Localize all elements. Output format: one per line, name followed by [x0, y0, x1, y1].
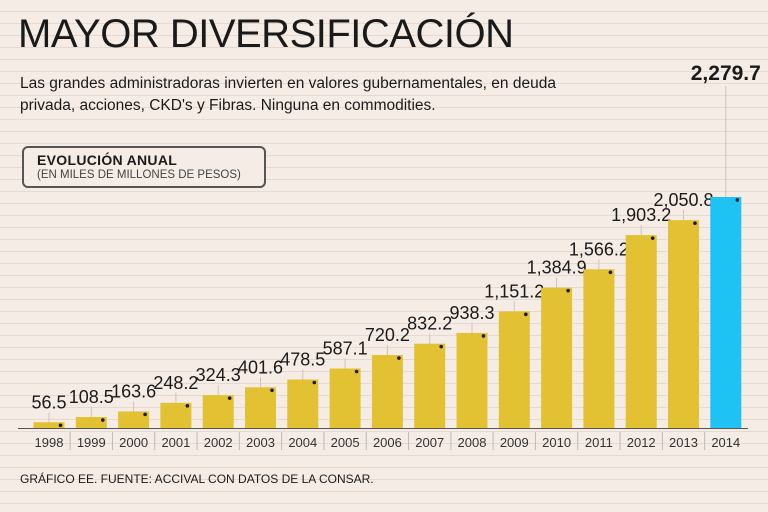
- bar-marker-2000: [143, 412, 147, 417]
- unit-legend-box: EVOLUCIÓN ANUAL (EN MILES DE MILLONES DE…: [22, 146, 266, 188]
- value-label-2013: 2,050.8: [653, 190, 713, 210]
- value-label-2001: 248.2: [153, 373, 198, 393]
- bar-marker-2014: [735, 198, 740, 202]
- x-tick-2003: 2003: [246, 435, 275, 450]
- x-tick-2002: 2002: [204, 435, 233, 450]
- bar-1998: [33, 422, 65, 428]
- value-label-2010: 1,384.9: [527, 258, 587, 278]
- value-label-2014: 2,279.7: [691, 62, 761, 85]
- bar-2013: [668, 220, 699, 428]
- bar-2003: [245, 387, 276, 428]
- bar-2011: [583, 269, 615, 428]
- value-label-2002: 324.3: [196, 365, 241, 385]
- x-tick-2008: 2008: [458, 435, 487, 450]
- x-tick-2012: 2012: [627, 435, 656, 450]
- value-label-2004: 478.5: [280, 350, 325, 370]
- unit-box-subtitle: (EN MILES DE MILLONES DE PESOS): [37, 169, 241, 181]
- bar-2009: [498, 311, 530, 428]
- bar-marker-2004: [312, 380, 317, 385]
- bar-marker-2012: [650, 236, 655, 240]
- value-label-2012: 1,903.2: [611, 205, 671, 225]
- bar-2005: [329, 368, 361, 428]
- x-tick-2007: 2007: [415, 435, 444, 450]
- bar-marker-2007: [439, 344, 444, 349]
- x-tick-2009: 2009: [500, 435, 529, 450]
- bar-2010: [541, 287, 573, 428]
- bar-2002: [202, 395, 234, 428]
- x-tick-2005: 2005: [331, 435, 360, 450]
- bar-marker-2003: [270, 388, 274, 393]
- bar-marker-2013: [693, 221, 697, 225]
- bar-marker-2002: [227, 396, 232, 400]
- value-label-2007: 832.2: [407, 314, 452, 334]
- x-tick-2006: 2006: [373, 435, 402, 450]
- bar-2007: [414, 343, 446, 428]
- chart-subtitle: Las grandes administradoras invierten en…: [20, 75, 556, 114]
- bar-marker-2008: [481, 334, 486, 338]
- value-label-2005: 587.1: [323, 339, 368, 359]
- bar-1999: [75, 417, 107, 428]
- bar-marker-2006: [397, 356, 401, 360]
- value-label-1998: 56.5: [31, 392, 66, 412]
- bar-marker-2010: [566, 288, 570, 293]
- value-label-2003: 401.6: [238, 357, 283, 377]
- bar-marker-2005: [354, 369, 359, 374]
- x-tick-2004: 2004: [288, 435, 317, 450]
- value-label-2006: 720.2: [365, 325, 410, 345]
- x-tick-2011: 2011: [585, 435, 613, 450]
- x-tick-2014: 2014: [711, 435, 740, 450]
- value-label-1999: 108.5: [69, 387, 114, 407]
- value-label-2009: 1,151.2: [484, 281, 544, 301]
- bar-2000: [118, 411, 150, 428]
- bar-marker-2009: [524, 312, 528, 317]
- bar-2004: [287, 379, 319, 428]
- bar-2012: [625, 235, 657, 428]
- value-label-2011: 1,566.2: [569, 239, 629, 259]
- source-footer: GRÁFICO EE. FUENTE: ACCIVAL CON DATOS DE…: [20, 472, 374, 486]
- bar-2006: [371, 355, 403, 428]
- x-tick-1998: 1998: [35, 435, 64, 450]
- bar-2014: [710, 197, 742, 428]
- value-label-2008: 938.3: [449, 303, 494, 323]
- chart-title: MAYOR DIVERSIFICACIÓN: [18, 12, 514, 56]
- x-tick-1999: 1999: [77, 435, 106, 450]
- bar-marker-1999: [101, 418, 105, 422]
- x-tick-2000: 2000: [119, 435, 148, 450]
- x-tick-2010: 2010: [542, 435, 571, 450]
- x-tick-2001: 2001: [161, 435, 190, 450]
- bar-marker-1998: [58, 423, 63, 428]
- bar-marker-2011: [608, 270, 613, 275]
- value-label-2000: 163.6: [111, 381, 156, 401]
- bar-2008: [456, 332, 488, 428]
- bar-marker-2001: [185, 404, 190, 408]
- unit-box-title: EVOLUCIÓN ANUAL: [37, 152, 178, 168]
- x-tick-2013: 2013: [669, 435, 698, 450]
